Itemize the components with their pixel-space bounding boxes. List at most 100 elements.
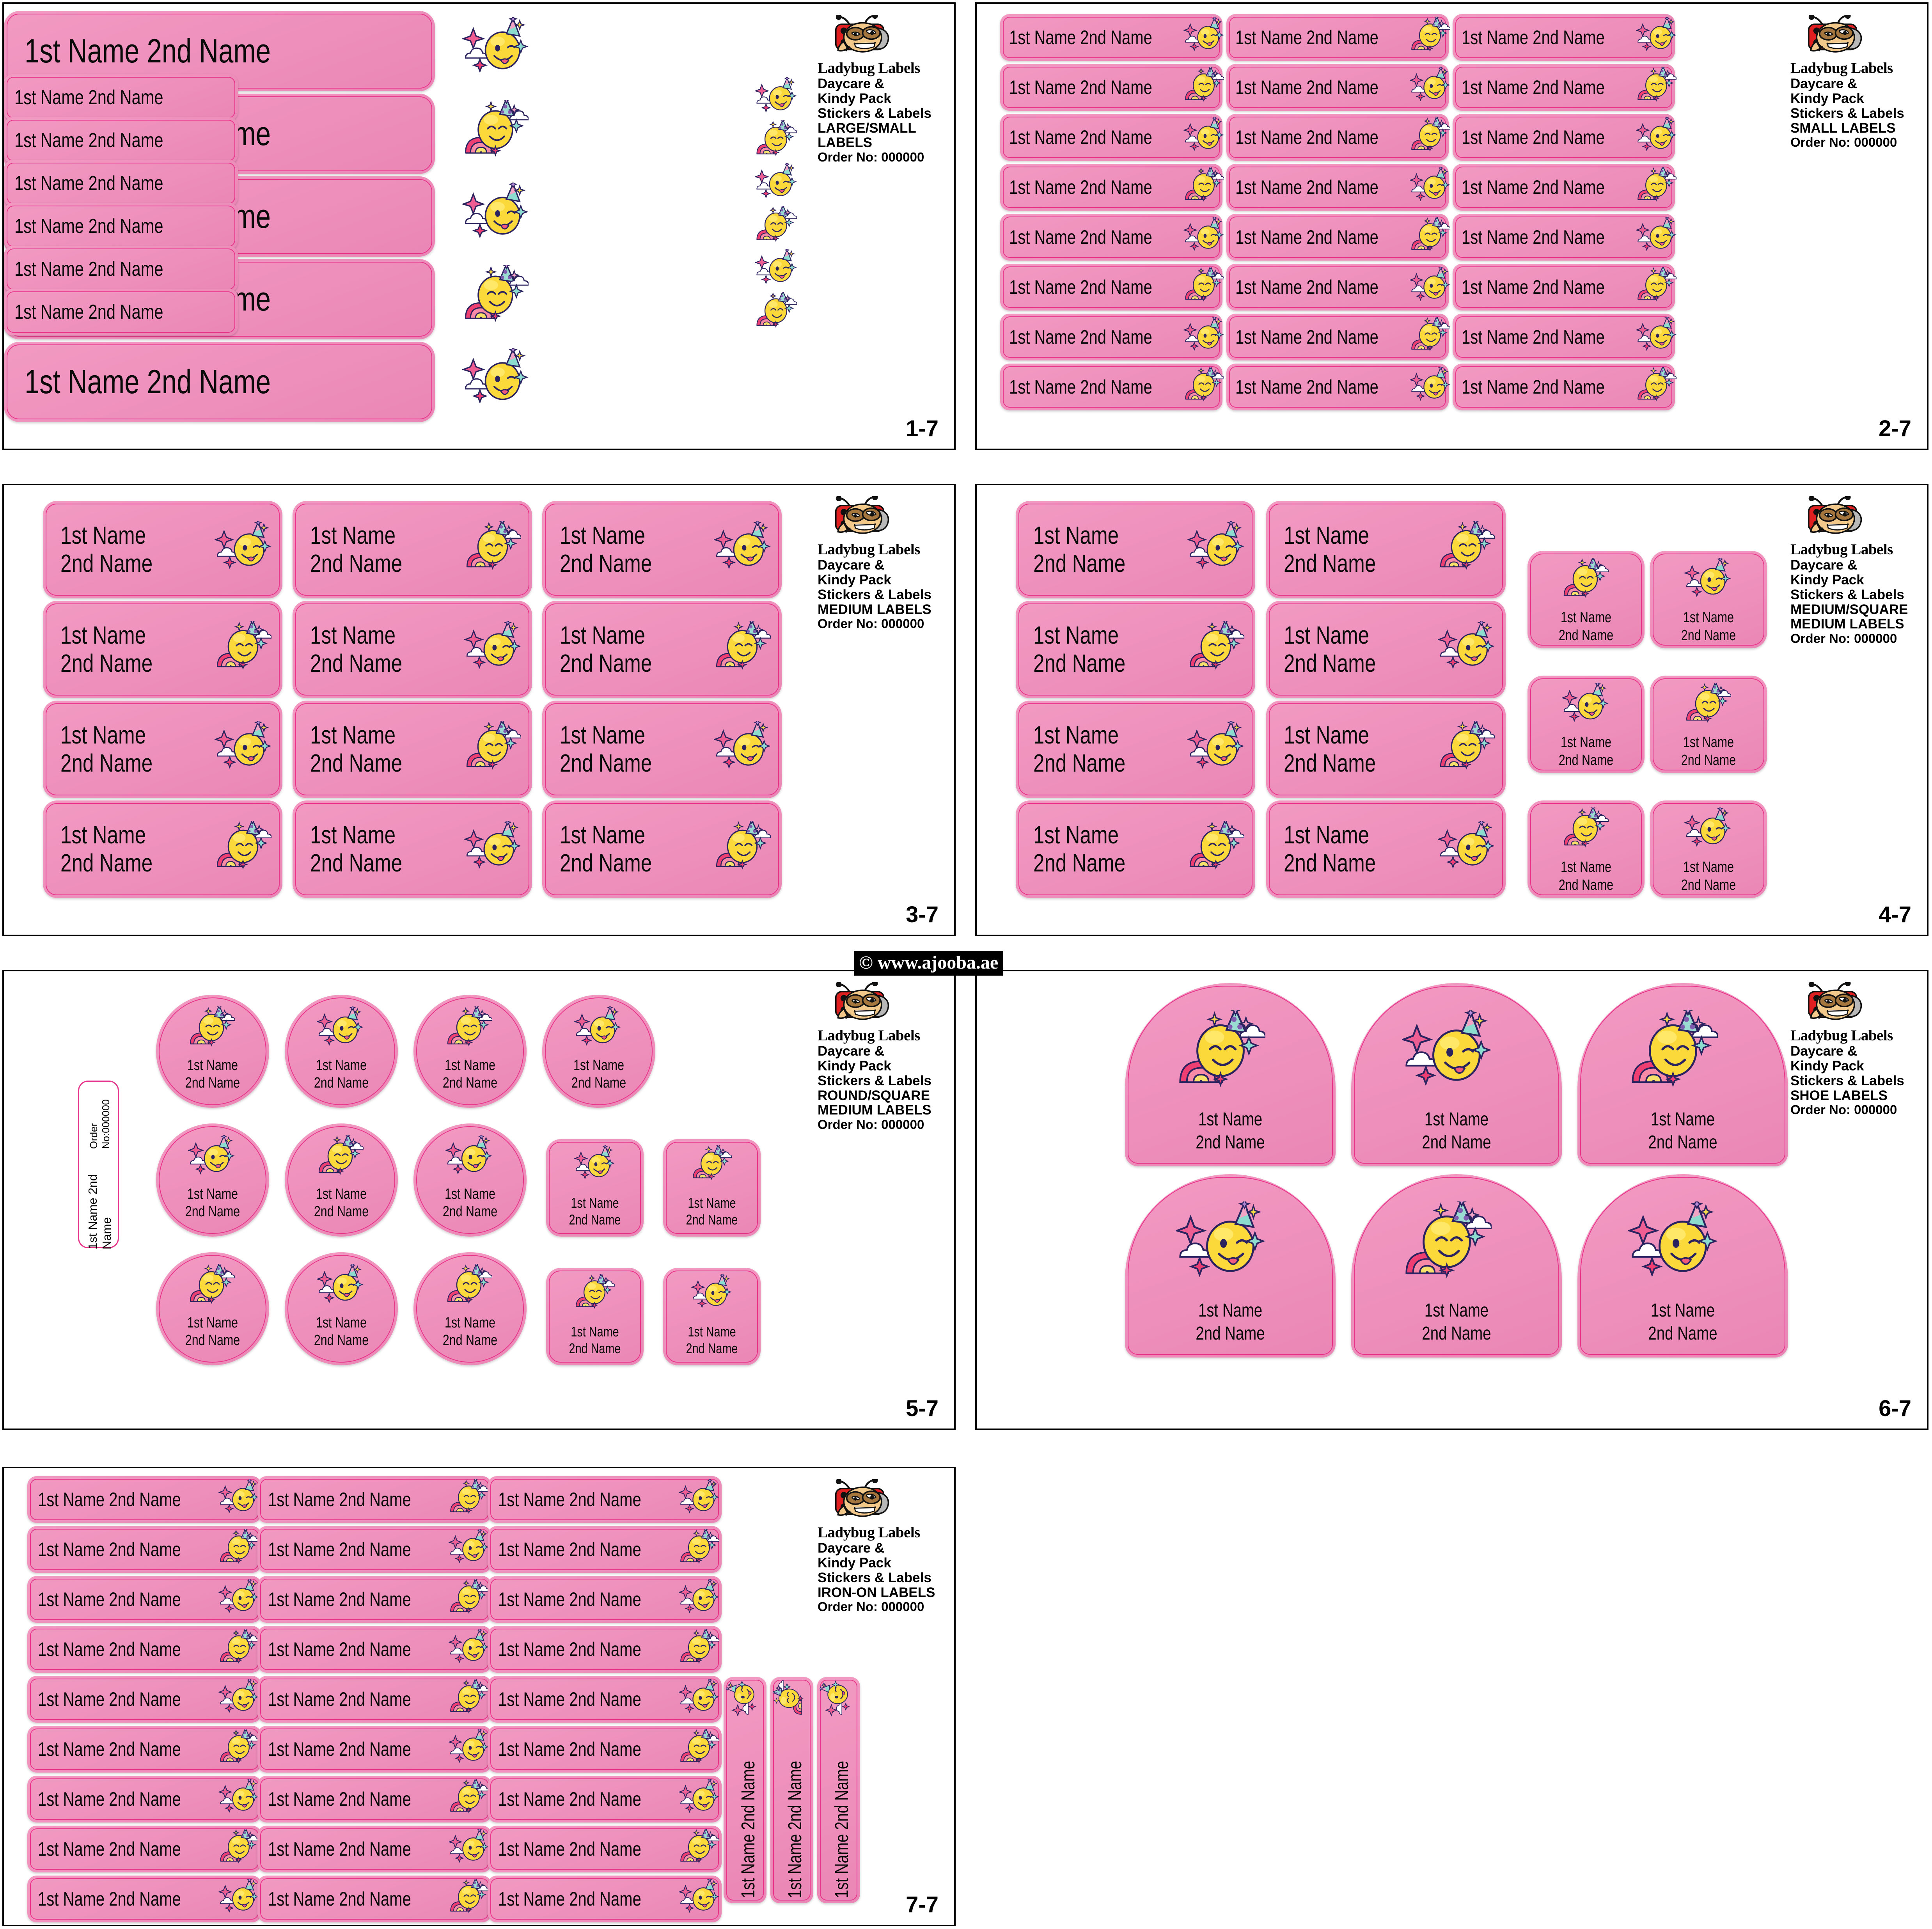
iron-on-name-label[interactable]: 1st Name 2nd Name	[488, 1676, 722, 1723]
medium-name-label[interactable]: 1st Name 2nd Name	[293, 800, 532, 898]
iron-on-name-label[interactable]: 1st Name 2nd Name	[257, 1726, 491, 1773]
square-medium-name-label[interactable]: 1st Name 2nd Name	[1650, 551, 1767, 648]
round-medium-name-label[interactable]: 1st Name 2nd Name	[285, 1252, 398, 1365]
small-name-label[interactable]: 1st Name 2nd Name	[1226, 313, 1451, 360]
medium-name-label[interactable]: 1st Name 2nd Name	[1266, 701, 1506, 798]
medium-name-label[interactable]: 1st Name 2nd Name	[542, 701, 782, 798]
square-medium-name-label[interactable]: 1st Name 2nd Name	[1650, 676, 1767, 773]
iron-on-name-label[interactable]: 1st Name 2nd Name	[488, 1626, 722, 1673]
round-medium-name-label[interactable]: 1st Name 2nd Name	[156, 995, 269, 1108]
medium-name-label[interactable]: 1st Name 2nd Name	[293, 601, 532, 698]
shoe-name-label[interactable]: 1st Name 2nd Name	[1577, 983, 1788, 1166]
square-medium-name-label[interactable]: 1st Name 2nd Name	[1650, 800, 1767, 898]
iron-on-name-label[interactable]: 1st Name 2nd Name	[488, 1576, 722, 1623]
small-name-label[interactable]: 1st Name 2nd Name	[1453, 263, 1677, 311]
square-medium-name-label[interactable]: 1st Name 2nd Name	[1528, 551, 1645, 648]
shoe-name-label[interactable]: 1st Name 2nd Name	[1577, 1174, 1788, 1358]
medium-name-label[interactable]: 1st Name 2nd Name	[542, 501, 782, 598]
medium-name-label[interactable]: 1st Name 2nd Name	[43, 501, 282, 598]
small-name-label[interactable]: 1st Name 2nd Name	[1226, 164, 1450, 211]
medium-name-label[interactable]: 1st Name 2nd Name	[1016, 501, 1255, 598]
iron-on-name-label[interactable]: 1st Name 2nd Name	[488, 1776, 722, 1823]
small-name-label[interactable]: 1st Name 2nd Name	[1226, 64, 1450, 111]
medium-name-label[interactable]: 1st Name 2nd Name	[1016, 701, 1255, 798]
small-name-label[interactable]: 1st Name 2nd Name	[1226, 114, 1451, 161]
medium-name-label[interactable]: 1st Name 2nd Name	[542, 800, 782, 898]
round-medium-name-label[interactable]: 1st Name 2nd Name	[156, 1252, 269, 1365]
small-name-label[interactable]: 1st Name 2nd Name	[1453, 64, 1677, 111]
square-medium-name-label[interactable]: 1st Name 2nd Name	[546, 1268, 644, 1365]
small-name-label[interactable]: 1st Name 2nd Name	[1226, 264, 1450, 311]
small-name-label[interactable]: 1st Name 2nd Name	[1453, 363, 1677, 410]
small-name-label[interactable]: 1st Name 2nd Name	[1000, 263, 1224, 311]
iron-on-name-label[interactable]: 1st Name 2nd Name	[27, 1526, 261, 1573]
iron-on-name-label[interactable]: 1st Name 2nd Name	[27, 1476, 261, 1523]
round-medium-name-label[interactable]: 1st Name 2nd Name	[285, 1123, 398, 1237]
iron-on-name-label[interactable]: 1st Name 2nd Name	[488, 1476, 722, 1523]
iron-on-name-label[interactable]: 1st Name 2nd Name	[27, 1776, 261, 1823]
iron-on-name-label[interactable]: 1st Name 2nd Name	[257, 1626, 491, 1673]
medium-name-label[interactable]: 1st Name 2nd Name	[1016, 800, 1255, 898]
medium-name-label[interactable]: 1st Name 2nd Name	[1266, 501, 1506, 598]
small-name-label[interactable]: 1st Name 2nd Name	[4, 160, 797, 207]
small-name-label[interactable]: 1st Name 2nd Name	[1000, 314, 1224, 360]
iron-on-name-label[interactable]: 1st Name 2nd Name	[488, 1526, 722, 1573]
medium-name-label[interactable]: 1st Name 2nd Name	[43, 701, 282, 798]
small-name-label[interactable]: 1st Name 2nd Name	[1453, 114, 1677, 161]
iron-on-name-label[interactable]: 1st Name 2nd Name	[257, 1675, 491, 1723]
shoe-name-label[interactable]: 1st Name 2nd Name	[1351, 983, 1562, 1166]
iron-on-name-label[interactable]: 1st Name 2nd Name	[257, 1476, 491, 1523]
square-medium-name-label[interactable]: 1st Name 2nd Name	[663, 1268, 761, 1365]
medium-name-label[interactable]: 1st Name 2nd Name	[1016, 601, 1255, 698]
iron-on-name-label[interactable]: 1st Name 2nd Name	[27, 1825, 261, 1872]
iron-on-name-label[interactable]: 1st Name 2nd Name	[27, 1576, 261, 1623]
small-name-label[interactable]: 1st Name 2nd Name	[4, 74, 797, 121]
bag-tag-label[interactable]: 1st Name 2nd Name Order No:000000	[78, 1081, 119, 1249]
shoe-name-label[interactable]: 1st Name 2nd Name	[1125, 983, 1336, 1166]
iron-on-name-label[interactable]: 1st Name 2nd Name	[257, 1775, 491, 1823]
medium-name-label[interactable]: 1st Name 2nd Name	[43, 601, 282, 698]
square-medium-name-label[interactable]: 1st Name 2nd Name	[1528, 676, 1645, 773]
iron-on-vertical-name-label[interactable]: 1st Name 2nd Name	[770, 1677, 813, 1903]
iron-on-name-label[interactable]: 1st Name 2nd Name	[27, 1725, 261, 1773]
small-name-label[interactable]: 1st Name 2nd Name	[1000, 64, 1224, 111]
small-name-label[interactable]: 1st Name 2nd Name	[1453, 14, 1677, 61]
small-name-label[interactable]: 1st Name 2nd Name	[4, 202, 797, 250]
medium-name-label[interactable]: 1st Name 2nd Name	[293, 501, 532, 598]
iron-on-name-label[interactable]: 1st Name 2nd Name	[257, 1526, 491, 1573]
round-medium-name-label[interactable]: 1st Name 2nd Name	[413, 995, 527, 1108]
small-name-label[interactable]: 1st Name 2nd Name	[4, 116, 797, 164]
round-medium-name-label[interactable]: 1st Name 2nd Name	[413, 1123, 527, 1237]
small-name-label[interactable]: 1st Name 2nd Name	[1000, 14, 1224, 61]
small-name-label[interactable]: 1st Name 2nd Name	[1000, 214, 1224, 261]
iron-on-name-label[interactable]: 1st Name 2nd Name	[257, 1875, 491, 1922]
medium-name-label[interactable]: 1st Name 2nd Name	[1266, 800, 1506, 898]
small-name-label[interactable]: 1st Name 2nd Name	[1000, 163, 1224, 211]
round-medium-name-label[interactable]: 1st Name 2nd Name	[542, 995, 655, 1108]
medium-name-label[interactable]: 1st Name 2nd Name	[1266, 601, 1506, 698]
small-name-label[interactable]: 1st Name 2nd Name	[4, 246, 797, 293]
small-name-label[interactable]: 1st Name 2nd Name	[4, 288, 797, 335]
iron-on-name-label[interactable]: 1st Name 2nd Name	[257, 1576, 491, 1623]
round-medium-name-label[interactable]: 1st Name 2nd Name	[156, 1123, 269, 1237]
iron-on-name-label[interactable]: 1st Name 2nd Name	[27, 1876, 261, 1922]
iron-on-name-label[interactable]: 1st Name 2nd Name	[488, 1876, 722, 1922]
square-medium-name-label[interactable]: 1st Name 2nd Name	[663, 1139, 761, 1237]
small-name-label[interactable]: 1st Name 2nd Name	[1226, 213, 1451, 261]
small-name-label[interactable]: 1st Name 2nd Name	[1453, 163, 1677, 211]
iron-on-vertical-name-label[interactable]: 1st Name 2nd Name	[724, 1677, 766, 1903]
iron-on-name-label[interactable]: 1st Name 2nd Name	[257, 1826, 491, 1872]
small-name-label[interactable]: 1st Name 2nd Name	[1453, 214, 1677, 261]
iron-on-name-label[interactable]: 1st Name 2nd Name	[488, 1825, 722, 1872]
round-medium-name-label[interactable]: 1st Name 2nd Name	[285, 995, 398, 1108]
medium-name-label[interactable]: 1st Name 2nd Name	[542, 601, 782, 698]
small-name-label[interactable]: 1st Name 2nd Name	[1226, 14, 1451, 61]
iron-on-name-label[interactable]: 1st Name 2nd Name	[27, 1626, 261, 1673]
iron-on-name-label[interactable]: 1st Name 2nd Name	[27, 1676, 261, 1723]
large-name-label[interactable]: 1st Name 2nd Name	[4, 342, 529, 422]
medium-name-label[interactable]: 1st Name 2nd Name	[43, 800, 282, 898]
medium-name-label[interactable]: 1st Name 2nd Name	[293, 701, 532, 798]
small-name-label[interactable]: 1st Name 2nd Name	[1000, 114, 1224, 161]
small-name-label[interactable]: 1st Name 2nd Name	[1000, 363, 1224, 410]
square-medium-name-label[interactable]: 1st Name 2nd Name	[1528, 800, 1645, 898]
